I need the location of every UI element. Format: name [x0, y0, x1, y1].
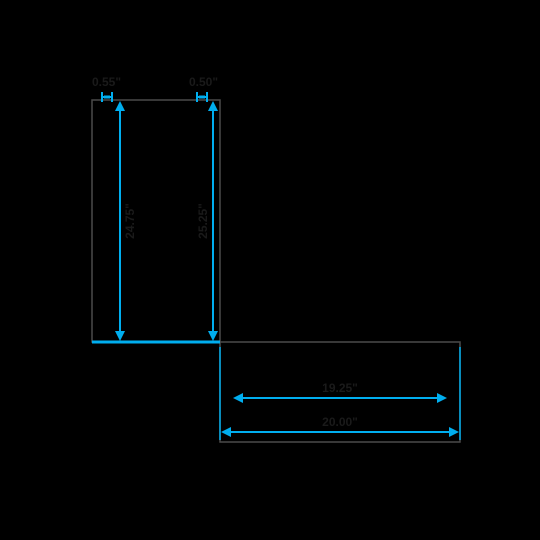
label-vert-right: 25.25"	[196, 203, 210, 239]
label-top-right: 0.50"	[189, 75, 218, 89]
background	[0, 0, 540, 540]
label-vert-left: 24.75"	[123, 203, 137, 239]
label-top-left: 0.55"	[92, 75, 121, 89]
label-horiz-bottom: 20.00"	[322, 415, 358, 429]
label-horiz-top: 19.25"	[322, 381, 358, 395]
